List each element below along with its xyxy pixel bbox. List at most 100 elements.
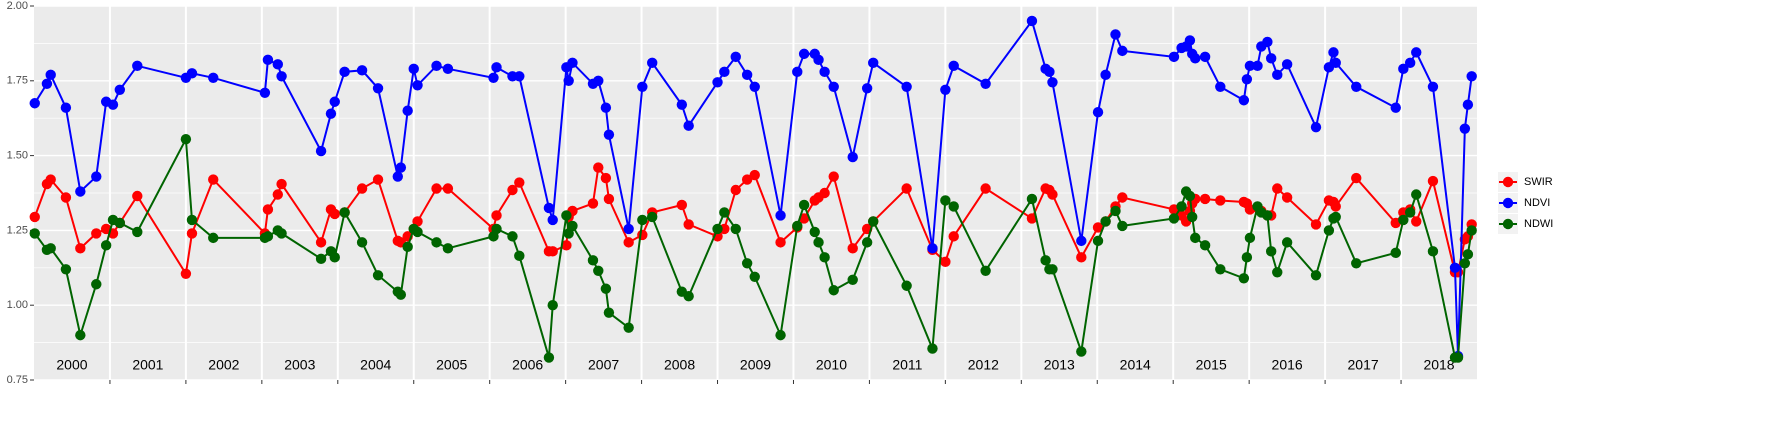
data-point: [623, 322, 634, 333]
data-point: [798, 48, 810, 60]
data-point: [60, 102, 72, 113]
data-point: [676, 199, 688, 211]
year-label: 2014: [1120, 357, 1151, 373]
data-point: [593, 162, 604, 173]
data-point: [491, 62, 502, 73]
data-point: [1265, 246, 1277, 257]
data-point: [792, 220, 803, 232]
data-point: [262, 54, 274, 66]
data-point: [587, 255, 599, 266]
data-point: [819, 187, 830, 199]
data-point: [593, 75, 604, 87]
data-point: [775, 329, 786, 341]
data-point: [1190, 53, 1201, 64]
data-point: [1449, 262, 1461, 273]
data-point: [868, 216, 879, 227]
data-point: [1466, 71, 1477, 82]
data-point: [1110, 205, 1121, 217]
data-point: [730, 184, 741, 196]
data-point: [1330, 57, 1341, 69]
data-point: [730, 223, 741, 235]
data-point: [567, 57, 578, 69]
data-point: [561, 210, 572, 221]
legend-label: NDWI: [1524, 218, 1553, 230]
data-point: [1459, 258, 1471, 269]
data-point: [180, 133, 192, 145]
data-point: [1026, 213, 1038, 224]
year-label: 2012: [968, 357, 999, 373]
data-point: [940, 256, 951, 268]
data-point: [507, 184, 518, 196]
data-point: [637, 229, 648, 241]
data-point: [356, 65, 368, 76]
data-point: [587, 198, 599, 209]
data-point: [603, 193, 615, 205]
data-point: [683, 120, 694, 131]
data-point: [325, 108, 337, 119]
data-point: [683, 219, 694, 230]
data-point: [491, 210, 502, 221]
data-point: [132, 226, 143, 238]
data-point: [940, 195, 951, 206]
data-point: [1411, 216, 1422, 227]
data-point: [1047, 77, 1058, 88]
data-point: [1272, 183, 1283, 194]
data-point: [339, 66, 350, 78]
data-point: [1100, 69, 1111, 81]
data-point: [1117, 45, 1128, 57]
data-point: [1398, 63, 1409, 75]
data-point: [91, 228, 102, 239]
data-point: [1190, 232, 1201, 244]
data-point: [114, 84, 126, 95]
data-point: [1310, 121, 1322, 133]
data-point: [1351, 258, 1362, 269]
data-point: [1184, 190, 1196, 202]
data-point: [372, 174, 384, 185]
data-point: [543, 202, 555, 214]
year-label: 2006: [512, 357, 543, 373]
data-point: [91, 279, 102, 290]
data-point: [262, 204, 274, 215]
data-point: [272, 59, 283, 70]
data-point: [412, 80, 423, 91]
year-label: 2018: [1423, 357, 1454, 373]
data-point: [623, 237, 634, 248]
data-point: [775, 210, 786, 221]
data-point: [1310, 270, 1322, 281]
data-point: [1199, 240, 1211, 251]
data-point: [813, 54, 824, 66]
data-point: [719, 66, 730, 78]
data-point: [315, 145, 327, 157]
data-point: [339, 207, 350, 218]
data-point: [1047, 189, 1058, 200]
data-point: [749, 169, 760, 181]
data-point: [208, 174, 219, 185]
data-point: [431, 60, 442, 72]
data-point: [1462, 99, 1474, 110]
data-point: [1351, 172, 1362, 184]
year-label: 2003: [284, 357, 315, 373]
data-point: [749, 81, 760, 92]
data-point: [91, 171, 102, 182]
data-point: [603, 307, 615, 318]
data-point: [431, 183, 442, 194]
year-label: 2010: [816, 357, 847, 373]
year-label: 2011: [892, 357, 922, 373]
data-point: [567, 220, 578, 232]
data-point: [1262, 36, 1273, 48]
data-point: [356, 183, 368, 194]
data-point: [186, 68, 198, 79]
data-point: [561, 240, 572, 251]
y-tick-label: 1.00: [7, 299, 28, 311]
data-point: [901, 81, 912, 92]
data-point: [741, 174, 753, 185]
data-point: [372, 83, 384, 94]
data-point: [1199, 51, 1211, 63]
data-point: [1452, 352, 1464, 363]
data-point: [75, 186, 86, 197]
data-point: [819, 252, 830, 263]
data-point: [1330, 201, 1341, 212]
data-point: [637, 81, 648, 92]
